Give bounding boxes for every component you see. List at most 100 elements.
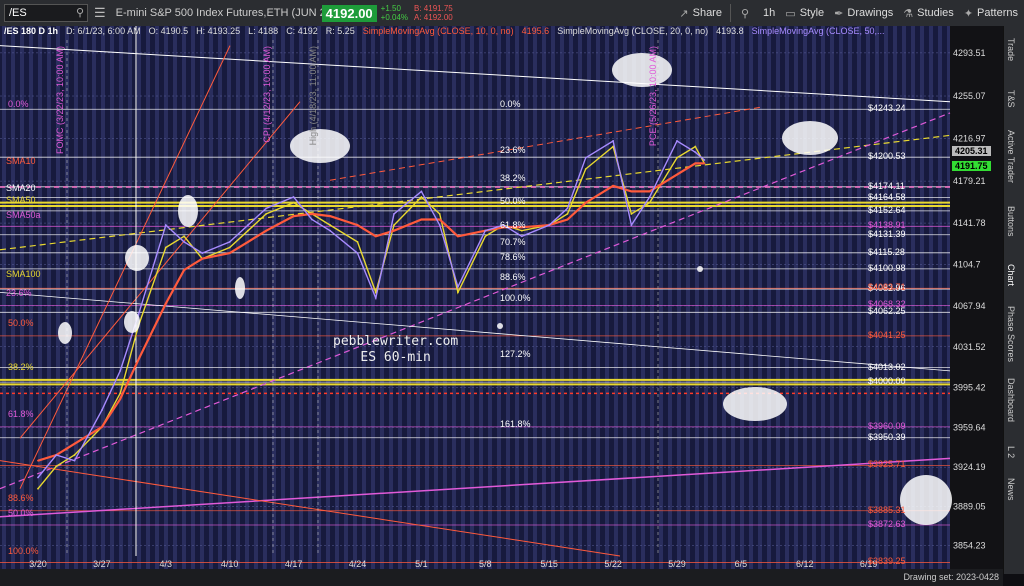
mid-fib-127: 127.2% bbox=[500, 349, 531, 359]
menu-icon[interactable]: ☰ bbox=[94, 5, 106, 20]
x-tick-label: 6/19 bbox=[860, 559, 878, 569]
series-point bbox=[310, 212, 313, 215]
series-point bbox=[37, 459, 39, 462]
session-band bbox=[200, 26, 204, 569]
side-tab-news[interactable]: News bbox=[1006, 478, 1016, 501]
series-point bbox=[247, 229, 249, 232]
session-band bbox=[362, 26, 366, 569]
trendline bbox=[19, 45, 231, 489]
series-point bbox=[356, 252, 359, 255]
session-band bbox=[353, 26, 357, 569]
x-tick-label: 5/29 bbox=[668, 559, 686, 569]
side-tab-buttons[interactable]: Buttons bbox=[1006, 206, 1016, 237]
session-band bbox=[83, 26, 87, 569]
series-point bbox=[119, 392, 122, 395]
session-band bbox=[812, 26, 816, 569]
price-level-label: $4013.02 bbox=[868, 361, 906, 372]
series-point bbox=[164, 246, 167, 249]
session-band bbox=[722, 26, 726, 569]
series-point bbox=[137, 358, 140, 361]
series-point bbox=[648, 201, 651, 204]
side-tab-chart[interactable]: Chart bbox=[1006, 264, 1016, 287]
sma50-study-label[interactable]: SimpleMovingAvg (CLOSE, 50,... bbox=[751, 26, 885, 36]
drawings-button[interactable]: ✒ Drawings bbox=[834, 7, 894, 20]
session-band bbox=[929, 26, 933, 569]
price-axis-background bbox=[950, 26, 1003, 569]
price-level-label: $3925.71 bbox=[868, 459, 906, 470]
series-point bbox=[101, 426, 103, 428]
series-point bbox=[164, 302, 167, 305]
side-tab-trade[interactable]: Trade bbox=[1006, 38, 1016, 62]
x-tick-label: 5/22 bbox=[604, 559, 622, 569]
series-point bbox=[247, 241, 249, 243]
session-band bbox=[911, 26, 915, 569]
studies-button[interactable]: ⚗ Studies bbox=[903, 7, 954, 20]
series-point bbox=[520, 229, 523, 232]
price-level-label: $4000.00 bbox=[868, 376, 906, 387]
zoom-button[interactable]: ⚲ bbox=[741, 7, 753, 20]
session-band bbox=[470, 26, 474, 569]
price-level-label: $4200.53 bbox=[868, 151, 906, 162]
mid-fib-161: 161.8% bbox=[500, 419, 531, 429]
sma10-study-label[interactable]: SimpleMovingAvg (CLOSE, 10, 0, no) bbox=[362, 26, 514, 36]
session-band bbox=[506, 26, 510, 569]
price-level-label: $4174.11 bbox=[868, 180, 905, 191]
session-band bbox=[164, 26, 168, 569]
price-level-label: $3950.39 bbox=[868, 431, 906, 442]
side-tab-phase-scores[interactable]: Phase Scores bbox=[1006, 306, 1016, 363]
side-tabs: Trade T&S Active Trader Buttons Chart Ph… bbox=[1003, 26, 1024, 574]
series-point bbox=[548, 224, 551, 226]
y-tick-label: 4255.07 bbox=[953, 91, 986, 101]
sma20-study-label[interactable]: SimpleMovingAvg (CLOSE, 20, 0, no) bbox=[557, 26, 709, 36]
series-point bbox=[438, 224, 441, 226]
trendline bbox=[329, 106, 761, 181]
symbol-input[interactable]: /ES ⚲ bbox=[4, 4, 88, 22]
side-tab-dashboard[interactable]: Dashboard bbox=[1006, 378, 1016, 423]
sma20-value: 4193.8 bbox=[716, 26, 744, 36]
series-point bbox=[101, 409, 103, 412]
search-icon[interactable]: ⚲ bbox=[75, 7, 84, 19]
patterns-button[interactable]: ✦ Patterns bbox=[963, 7, 1018, 20]
mid-fib-61: 61.8% bbox=[500, 220, 526, 230]
side-tab-active-trader[interactable]: Active Trader bbox=[1006, 130, 1016, 184]
side-tab-ts[interactable]: T&S bbox=[1006, 90, 1016, 108]
drawing-set-label[interactable]: Drawing set: 2023-0428 bbox=[903, 572, 999, 582]
session-band bbox=[407, 26, 411, 569]
price-chart[interactable]: 4293.51 4255.07 4216.97 4179.21 4141.78 4104.… bbox=[0, 26, 1024, 586]
left-fib-38: 38.2% bbox=[8, 362, 34, 372]
series-point bbox=[502, 224, 505, 226]
series-point bbox=[374, 297, 377, 299]
bar-datetime: D: 6/1/23, 6:00 AM bbox=[66, 26, 141, 36]
series-point bbox=[648, 190, 651, 193]
session-band bbox=[713, 26, 717, 569]
price-level-label: $4152.64 bbox=[868, 204, 906, 215]
series-point bbox=[183, 269, 185, 271]
side-tab-l2[interactable]: L 2 bbox=[1006, 446, 1016, 459]
series-point bbox=[648, 196, 651, 198]
series-point bbox=[374, 235, 377, 238]
series-point bbox=[292, 201, 295, 204]
session-band bbox=[515, 26, 519, 569]
session-band bbox=[263, 26, 267, 569]
price-level-label: $3872.63 bbox=[868, 519, 906, 529]
series-point bbox=[438, 218, 441, 221]
series-point bbox=[265, 207, 268, 210]
style-button[interactable]: ▭ Style bbox=[785, 7, 825, 20]
session-band bbox=[830, 26, 834, 569]
mid-fib-50: 50.0% bbox=[500, 196, 526, 206]
series-point bbox=[247, 224, 249, 226]
mid-fib-88: 88.6% bbox=[500, 272, 526, 282]
sma10-value: 4195.6 bbox=[521, 26, 550, 36]
series-point bbox=[630, 224, 633, 226]
session-band bbox=[821, 26, 825, 569]
series-point bbox=[420, 190, 423, 193]
trendline bbox=[0, 112, 951, 490]
series-point bbox=[292, 196, 295, 198]
session-band bbox=[128, 26, 132, 569]
series-point bbox=[73, 459, 76, 462]
share-icon: ↗ bbox=[679, 7, 689, 20]
y-tick-label: 4031.52 bbox=[953, 342, 986, 352]
timeframe-button[interactable]: 1h bbox=[763, 7, 776, 19]
share-button[interactable]: ↗ Share bbox=[679, 7, 722, 20]
pce-event-label: PCE (5/26/23, 10:00 AM) bbox=[648, 46, 658, 147]
